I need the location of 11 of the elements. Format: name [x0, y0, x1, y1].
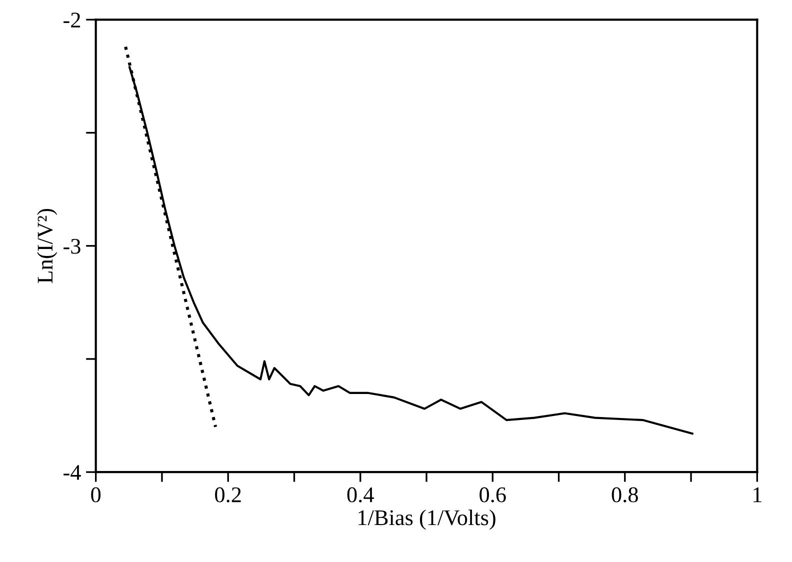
- y-tick-label: -3: [64, 238, 80, 254]
- y-axis-title: Ln(I/V²): [37, 208, 58, 284]
- x-axis-title: 1/Bias (1/Volts): [358, 510, 496, 530]
- x-tick-label: 0: [91, 487, 101, 502]
- x-tick-label: 0.4: [347, 487, 374, 502]
- y-tick-label: -4: [64, 465, 81, 480]
- y-tick-label: -2: [64, 12, 80, 28]
- x-tick-label: 0.2: [215, 487, 241, 502]
- x-tick-label: 0.6: [480, 487, 506, 502]
- x-tick-label: 0.8: [612, 487, 638, 502]
- x-tick-label: 1: [754, 487, 762, 502]
